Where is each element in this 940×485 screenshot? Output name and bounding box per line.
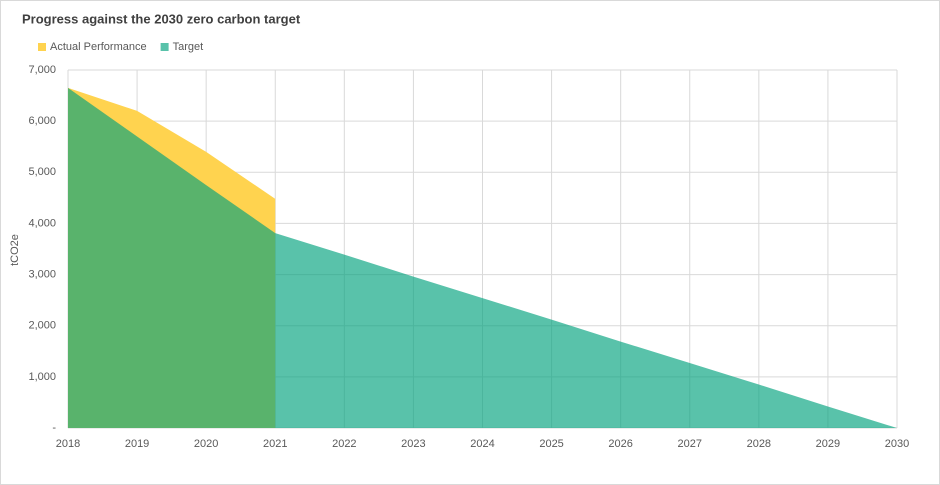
- area: [68, 87, 897, 429]
- legend-label: Actual Performance: [50, 41, 147, 53]
- y-tick-label: -: [52, 422, 56, 434]
- legend-swatch: [38, 43, 46, 51]
- y-tick-label: 5,000: [28, 166, 56, 178]
- y-tick-label: 3,000: [28, 268, 56, 280]
- legend-label: Target: [173, 41, 204, 53]
- x-tick-label: 2019: [125, 438, 149, 450]
- x-tick-label: 2025: [539, 438, 563, 450]
- x-tick-label: 2027: [678, 438, 702, 450]
- y-tick-label: 1,000: [28, 371, 56, 383]
- x-tick-label: 2021: [263, 438, 287, 450]
- x-tick-label: 2018: [56, 438, 80, 450]
- x-tick-label: 2022: [332, 438, 356, 450]
- x-tick-label: 2030: [885, 438, 909, 450]
- chart-title: Progress against the 2030 zero carbon ta…: [22, 11, 301, 26]
- x-tick-label: 2024: [470, 438, 494, 450]
- y-tick-label: 2,000: [28, 320, 56, 332]
- x-tick-label: 2023: [401, 438, 425, 450]
- x-tick-label: 2026: [608, 438, 632, 450]
- x-tick-label: 2020: [194, 438, 218, 450]
- y-axis-label: tCO2e: [9, 234, 21, 266]
- y-tick-label: 7,000: [28, 64, 56, 76]
- y-tick-label: 4,000: [28, 217, 56, 229]
- legend-swatch: [160, 43, 169, 51]
- y-tick-label: 6,000: [28, 115, 56, 127]
- x-tick-label: 2029: [816, 438, 840, 450]
- x-tick-label: 2028: [747, 438, 771, 450]
